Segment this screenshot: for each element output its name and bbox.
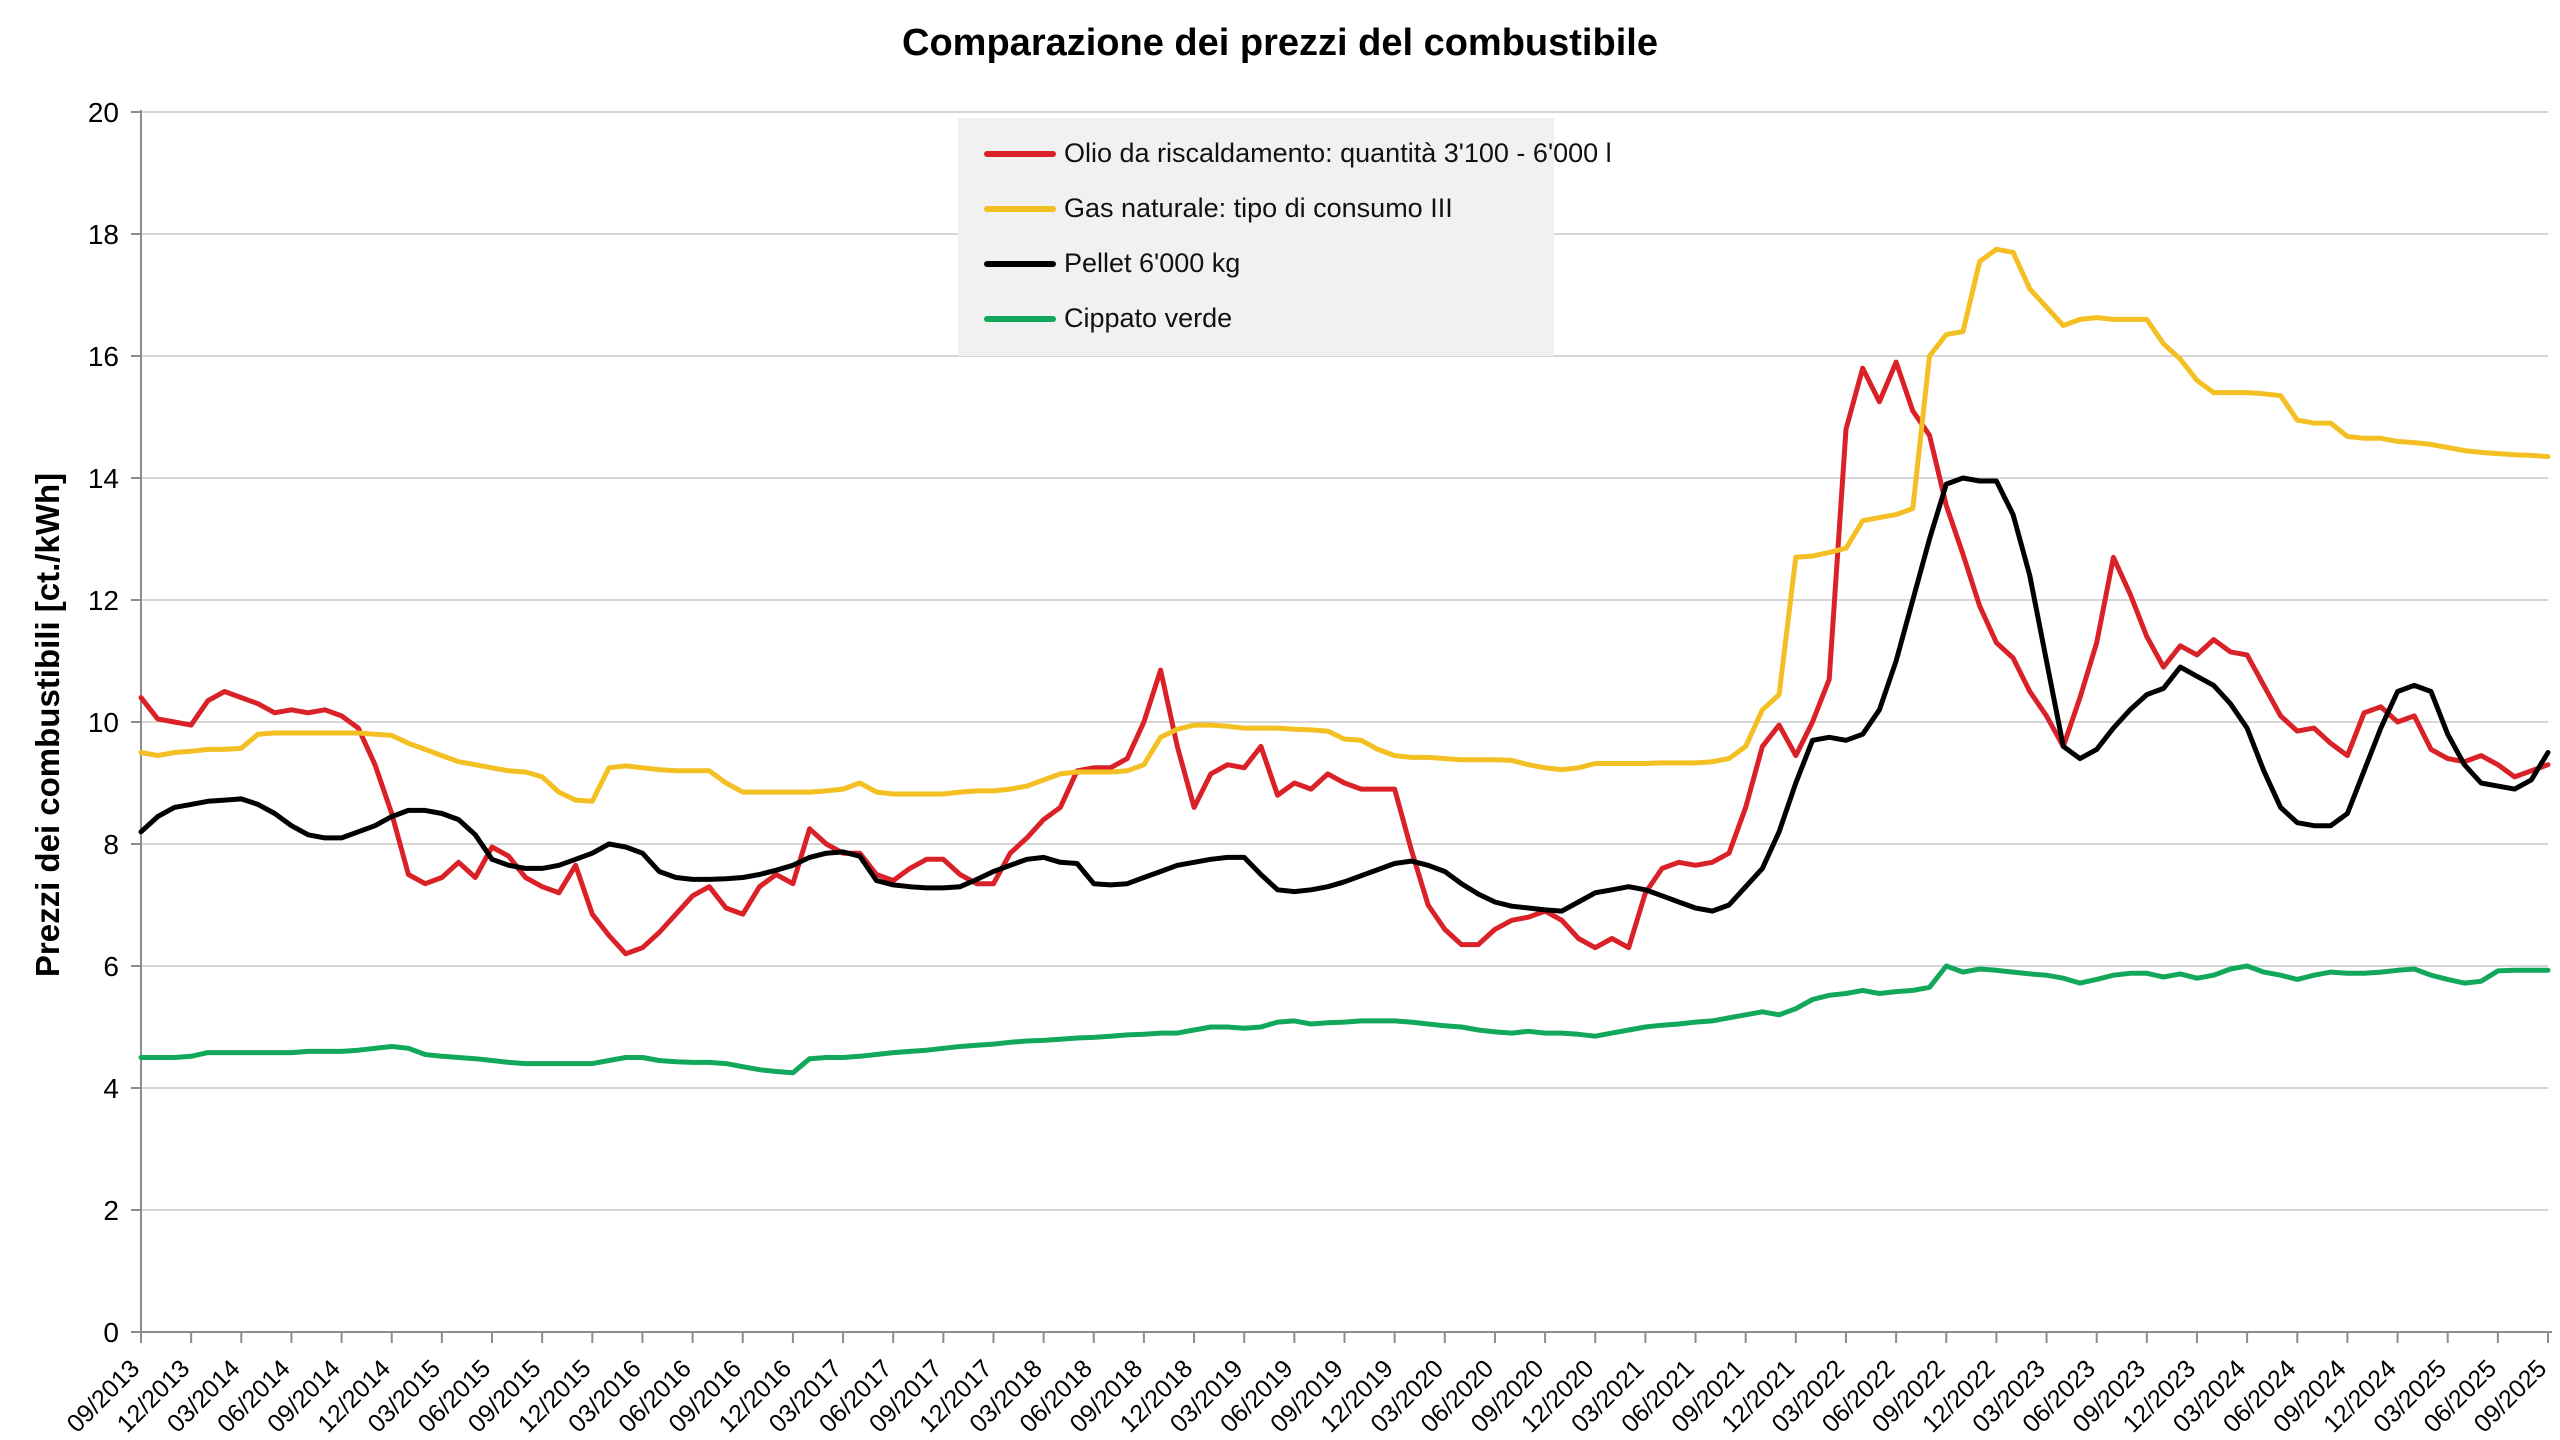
chart-title: Comparazione dei prezzi del combustibile	[902, 22, 1658, 64]
series-line-1	[138, 246, 2551, 804]
legend-item-pellet: Pellet 6'000 kg	[958, 236, 1554, 291]
legend-label-cippato: Cippato verde	[1064, 303, 1233, 333]
gas-line-swatch-icon	[984, 205, 1056, 212]
svg-text:6: 6	[103, 951, 119, 982]
legend-label-olio: Olio da riscaldamento: quantità 3'100 - …	[1064, 138, 1612, 168]
series-line-0	[138, 359, 2551, 957]
svg-text:0: 0	[103, 1317, 119, 1348]
series-line-2	[138, 475, 2551, 914]
olio-line-swatch-icon	[984, 150, 1056, 157]
cippato-line-swatch-icon	[984, 315, 1056, 322]
svg-text:20: 20	[88, 97, 119, 128]
svg-text:12: 12	[88, 585, 119, 616]
legend: Olio da riscaldamento: quantità 3'100 - …	[958, 118, 1612, 356]
series-line-3	[138, 963, 2551, 1076]
svg-text:18: 18	[88, 219, 119, 250]
svg-text:10: 10	[88, 707, 119, 738]
legend-label-pellet: Pellet 6'000 kg	[1064, 248, 1241, 278]
svg-text:4: 4	[103, 1073, 119, 1104]
svg-text:2: 2	[103, 1195, 119, 1226]
x-axis-tick-labels: 09/201312/201303/201406/201409/201412/20…	[62, 1354, 2553, 1438]
axes	[131, 110, 2552, 1342]
y-axis-title: Prezzi dei combustibili [ct./kWh]	[29, 472, 66, 978]
pellet-line-swatch-icon	[984, 260, 1056, 267]
x-tick-marks	[140, 1332, 2549, 1343]
svg-text:16: 16	[88, 341, 119, 372]
legend-label-gas: Gas naturale: tipo di consumo III	[1064, 193, 1453, 223]
svg-text:8: 8	[103, 829, 119, 860]
series-lines	[138, 246, 2551, 1076]
y-axis-tick-labels: 0 2 4 6 8 10 12 14 16 18 20	[88, 97, 119, 1348]
legend-item-olio: Olio da riscaldamento: quantità 3'100 - …	[958, 126, 1612, 181]
legend-item-cippato: Cippato verde	[958, 291, 1554, 346]
legend-item-gas: Gas naturale: tipo di consumo III	[958, 181, 1554, 236]
svg-text:14: 14	[88, 463, 119, 494]
